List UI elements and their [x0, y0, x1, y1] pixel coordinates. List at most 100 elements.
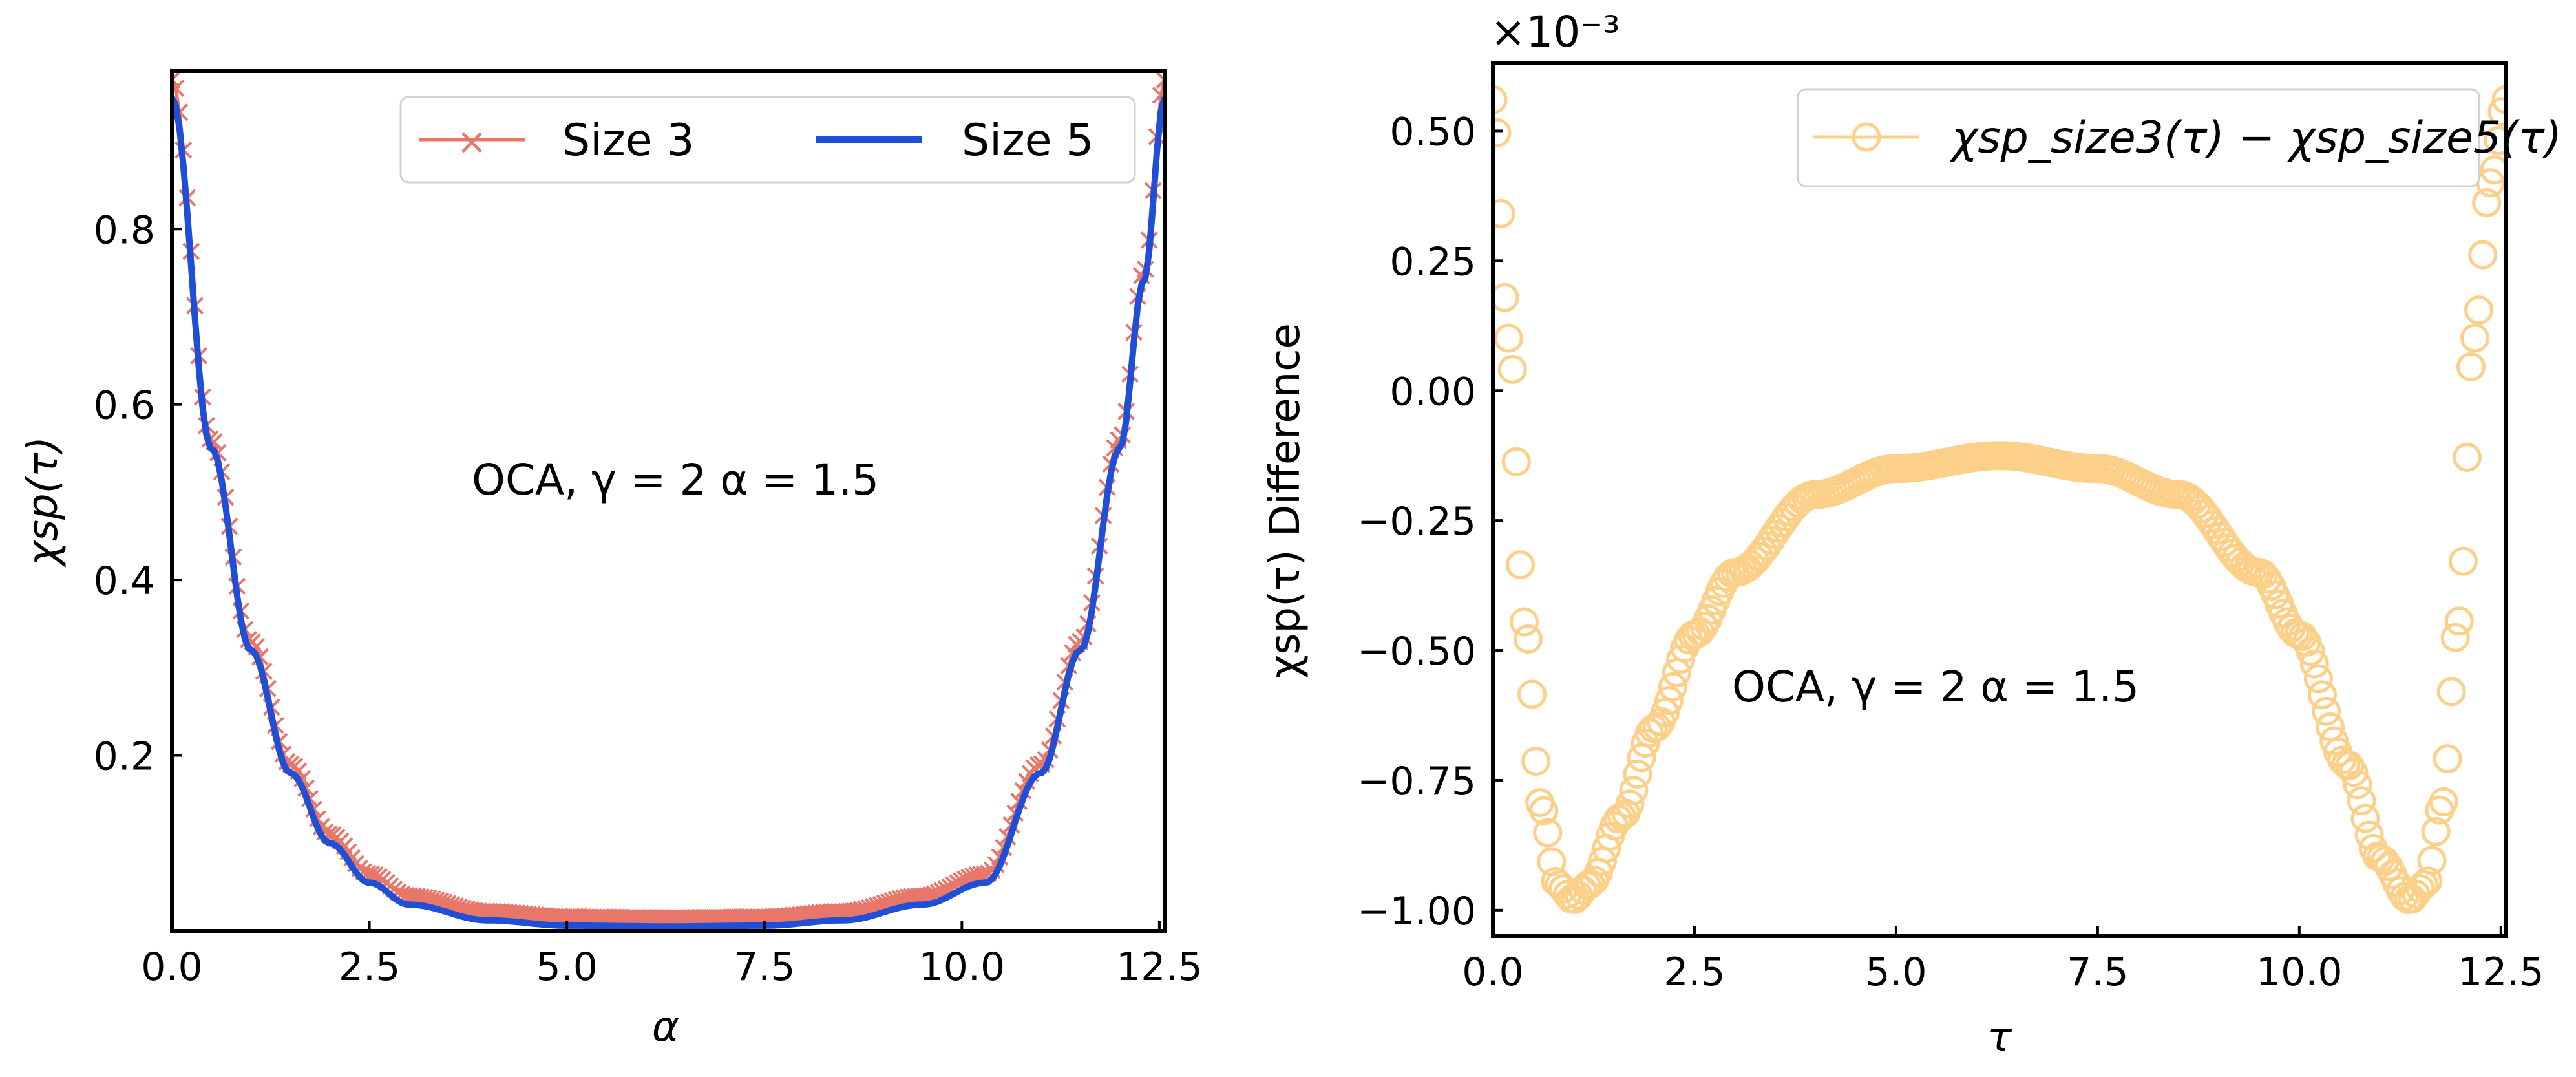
data-point [1505, 550, 1535, 580]
data-point [2413, 866, 2443, 896]
y-tick-label: −0.25 [1357, 499, 1476, 544]
right-legend: χsp_size3(τ) − χsp_size5(τ) [1797, 88, 2562, 187]
right-plot-area [1493, 63, 2506, 936]
data-point [1533, 818, 1563, 848]
data-point [1623, 759, 1652, 789]
data-point [1494, 323, 1523, 353]
data-point [1650, 698, 1680, 727]
right-plot-frame [1491, 61, 2508, 938]
data-point [1615, 789, 1645, 819]
x-tick-label: 12.5 [1116, 944, 1203, 990]
data-point [1521, 746, 1551, 776]
data-point [1497, 355, 1527, 385]
data-point [1513, 624, 1543, 654]
data-point [2436, 677, 2466, 707]
data-point [2350, 804, 2380, 833]
data-point [2347, 786, 2376, 816]
data-point [2339, 758, 2369, 787]
data-point [2456, 352, 2486, 381]
legend-size3-label: Size 3 [562, 115, 694, 166]
right-y-axis-label: χsp(τ) Difference [1262, 323, 1309, 679]
data-point [2288, 621, 2317, 651]
data-point [1156, 71, 1165, 89]
y-tick-label: 0.2 [94, 734, 155, 780]
data-point [2452, 442, 2482, 472]
data-point [1509, 607, 1539, 637]
left-annotation: OCA, γ = 2 α = 1.5 [472, 455, 879, 505]
data-point [1529, 796, 1559, 826]
x-tick-label: 12.5 [2458, 950, 2544, 995]
data-point [2484, 126, 2506, 156]
data-point [2307, 680, 2337, 710]
left-legend-box [399, 96, 1136, 184]
series-line [172, 96, 1165, 930]
y-tick-label: −1.00 [1357, 889, 1476, 934]
data-point [1619, 776, 1649, 805]
data-point [1493, 85, 1508, 114]
data-point [2433, 744, 2462, 774]
data-point [2316, 712, 2345, 742]
left-plot-area [172, 71, 1165, 931]
legend-size3-marker-icon: × [457, 121, 487, 163]
left-chart: 0.0 2.5 5.0 7.5 10.0 12.5 0.2 0.4 0.6 0.8 α χsp(… [19, 69, 1203, 1051]
right-legend-box [1797, 88, 2480, 187]
series-line [172, 79, 1165, 920]
y-tick-label: 0.4 [94, 559, 155, 604]
data-point [2303, 664, 2333, 694]
data-point [2444, 606, 2474, 636]
left-legend: × Size 3 Size 5 [399, 96, 1136, 184]
y-tick-label: −0.50 [1357, 629, 1476, 674]
data-point [1658, 672, 1687, 702]
legend-difference-label: χsp_size3(τ) − χsp_size5(τ) [1949, 112, 2562, 164]
data-point [2464, 295, 2494, 325]
data-point [2429, 787, 2458, 816]
right-offset-text: ×10⁻³ [1490, 7, 1620, 57]
y-tick-label: 0.8 [94, 208, 155, 253]
y-tick-label: −0.75 [1357, 759, 1476, 804]
x-tick-label: 5.0 [1865, 950, 1927, 995]
data-point [1654, 686, 1684, 716]
data-point [2460, 323, 2490, 353]
data-point [1642, 712, 1672, 742]
data-point [2296, 637, 2325, 666]
left-x-axis-label: α [652, 1003, 679, 1051]
legend-difference-marker-icon [1852, 122, 1881, 152]
x-tick-label: 2.5 [1663, 950, 1725, 995]
data-point [2440, 623, 2470, 652]
data-point [2468, 240, 2498, 270]
y-tick-label: 0.50 [1389, 109, 1476, 155]
y-tick-label: 0.6 [94, 383, 155, 429]
x-tick-label: 5.0 [536, 944, 597, 990]
x-tick-label: 10.0 [2256, 950, 2343, 995]
data-point [2448, 546, 2478, 576]
data-point [2405, 873, 2435, 903]
data-point [1501, 447, 1531, 476]
right-chart: 0.0 2.5 5.0 7.5 10.0 12.5 −1.00 −0.75 −0.50 −0.2… [1262, 7, 2562, 1061]
left-plot-frame [170, 69, 1167, 933]
data-point [2491, 85, 2506, 114]
data-point [1517, 679, 1547, 709]
data-point [2312, 696, 2341, 726]
data-point [2299, 649, 2329, 679]
data-point [1493, 118, 1512, 147]
right-x-axis-label: τ [1987, 1014, 2012, 1061]
y-tick-label: 0.00 [1389, 369, 1476, 414]
x-tick-label: 10.0 [919, 944, 1006, 990]
data-point [2417, 846, 2447, 875]
y-tick-label: 0.25 [1389, 239, 1476, 284]
data-point [2472, 188, 2502, 218]
data-point [1493, 283, 1519, 312]
x-tick-label: 7.5 [734, 944, 795, 990]
data-point [2480, 155, 2506, 185]
data-point [2343, 770, 2372, 800]
x-tick-label: 0.0 [1462, 950, 1523, 995]
x-tick-label: 7.5 [2067, 950, 2128, 995]
data-point [2421, 816, 2451, 846]
left-y-axis-label: χsp(τ) [19, 436, 67, 568]
data-point [2487, 97, 2506, 127]
legend-size5-label: Size 5 [962, 115, 1093, 166]
data-point [1493, 198, 1515, 228]
data-point [2335, 751, 2365, 780]
right-annotation: OCA, γ = 2 α = 1.5 [1732, 662, 2139, 712]
